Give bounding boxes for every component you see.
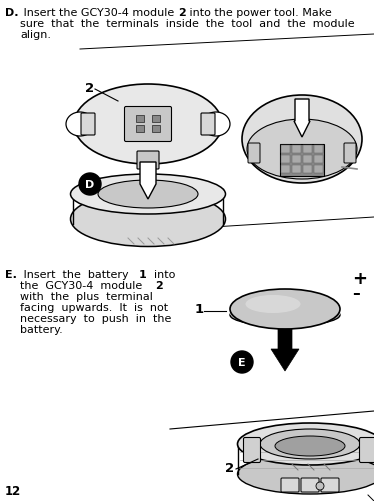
Bar	[281, 146, 290, 154]
Polygon shape	[271, 329, 299, 371]
FancyBboxPatch shape	[359, 438, 374, 462]
Bar	[314, 166, 323, 174]
Text: into the power tool. Make: into the power tool. Make	[186, 8, 332, 18]
Ellipse shape	[74, 85, 222, 165]
FancyBboxPatch shape	[301, 478, 319, 492]
Ellipse shape	[237, 423, 374, 465]
FancyBboxPatch shape	[201, 114, 215, 136]
Text: –: –	[352, 286, 360, 301]
Bar	[280, 145, 324, 177]
Bar	[303, 146, 312, 154]
Text: Insert  the  battery: Insert the battery	[20, 270, 136, 280]
Bar	[292, 166, 301, 174]
Circle shape	[231, 351, 253, 373]
Bar	[303, 156, 312, 164]
Ellipse shape	[66, 113, 94, 137]
Circle shape	[79, 174, 101, 195]
Text: 2: 2	[155, 281, 163, 291]
Text: battery.: battery.	[20, 324, 63, 334]
Text: 2: 2	[85, 82, 94, 95]
Text: sure  that  the  terminals  inside  the  tool  and  the  module: sure that the terminals inside the tool …	[20, 19, 355, 29]
Text: 1: 1	[139, 270, 147, 280]
Ellipse shape	[71, 175, 226, 214]
Ellipse shape	[98, 181, 198, 208]
Ellipse shape	[230, 305, 340, 326]
Ellipse shape	[71, 192, 226, 247]
Text: E.: E.	[5, 270, 17, 280]
Text: Insert the GCY30-4 module: Insert the GCY30-4 module	[20, 8, 181, 18]
Bar	[152, 126, 160, 133]
FancyBboxPatch shape	[81, 114, 95, 136]
Text: with  the  plus  terminal: with the plus terminal	[20, 292, 153, 302]
FancyBboxPatch shape	[248, 144, 260, 164]
Text: 2: 2	[225, 461, 234, 474]
Bar	[314, 156, 323, 164]
Bar	[136, 126, 144, 133]
Bar	[152, 116, 160, 123]
Ellipse shape	[230, 290, 340, 329]
Bar	[281, 156, 290, 164]
Text: into: into	[147, 270, 175, 280]
Ellipse shape	[74, 119, 222, 147]
Ellipse shape	[237, 454, 374, 494]
Circle shape	[316, 482, 324, 490]
Text: D: D	[85, 180, 95, 189]
Text: align.: align.	[20, 30, 51, 40]
Bar	[292, 146, 301, 154]
Text: +: +	[352, 270, 367, 288]
Bar	[292, 156, 301, 164]
Ellipse shape	[242, 96, 362, 184]
Bar	[314, 146, 323, 154]
Bar	[136, 116, 144, 123]
Ellipse shape	[245, 296, 300, 313]
Ellipse shape	[260, 429, 360, 459]
FancyBboxPatch shape	[281, 478, 299, 492]
FancyBboxPatch shape	[125, 107, 172, 142]
FancyBboxPatch shape	[137, 152, 159, 170]
Bar	[230, 306, 340, 315]
FancyBboxPatch shape	[321, 478, 339, 492]
Text: 1: 1	[195, 303, 204, 316]
Text: E: E	[238, 357, 246, 367]
Text: 2: 2	[178, 8, 186, 18]
FancyBboxPatch shape	[243, 438, 261, 462]
Ellipse shape	[247, 120, 357, 180]
Ellipse shape	[202, 113, 230, 137]
Text: necessary  to  push  in  the: necessary to push in the	[20, 313, 171, 323]
Bar	[303, 166, 312, 174]
Text: D.: D.	[5, 8, 18, 18]
Bar	[281, 166, 290, 174]
Ellipse shape	[275, 436, 345, 456]
Polygon shape	[140, 163, 156, 199]
FancyBboxPatch shape	[344, 144, 356, 164]
Text: facing  upwards.  It  is  not: facing upwards. It is not	[20, 303, 168, 313]
Polygon shape	[294, 100, 310, 138]
Text: the  GCY30-4  module: the GCY30-4 module	[20, 281, 149, 291]
Text: 12: 12	[5, 484, 21, 497]
